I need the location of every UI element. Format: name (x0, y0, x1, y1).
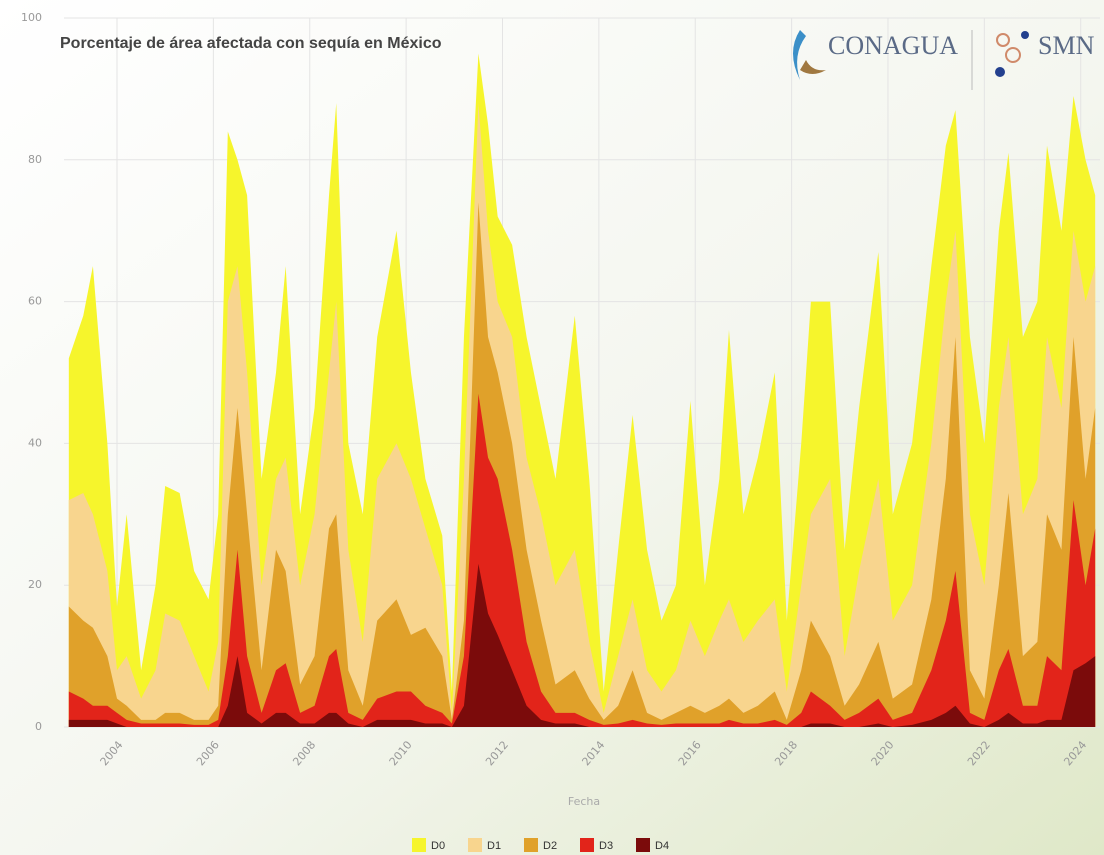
chart-title: Porcentaje de área afectada con sequía e… (60, 35, 442, 52)
logo-text: CONAGUA (828, 31, 958, 60)
y-tick-label: 80 (28, 153, 42, 166)
y-tick-label: 60 (28, 295, 42, 308)
area (68, 202, 1096, 728)
logo-conagua: CONAGUA (793, 30, 973, 90)
logo-icon (800, 60, 826, 74)
y-tick-label: 20 (28, 578, 42, 591)
areas (68, 53, 1096, 728)
legend-label: D4 (655, 840, 669, 852)
legend: D0 D1 D2 D3 D4 (412, 838, 669, 852)
y-tick-label: 40 (28, 436, 42, 449)
logo-icon (995, 67, 1005, 77)
logo-smn: SMN (995, 31, 1095, 77)
logo-icon (996, 33, 1010, 47)
legend-swatch (636, 838, 650, 852)
logo-icon (793, 30, 806, 80)
legend-swatch (580, 838, 594, 852)
legend-swatch (524, 838, 538, 852)
legend-label: D0 (431, 840, 445, 852)
legend-label: D2 (543, 840, 557, 852)
area (68, 393, 1096, 727)
y-tick-label: 100 (21, 11, 42, 24)
y-tick-label: 0 (35, 720, 42, 733)
logo-icon (1021, 31, 1029, 39)
legend-label: D1 (487, 840, 501, 852)
logo-icon (1005, 47, 1021, 63)
legend-swatch (468, 838, 482, 852)
x-axis-label: Fecha (568, 795, 600, 808)
legend-label: D3 (599, 840, 613, 852)
logo-text: SMN (1038, 31, 1095, 60)
legend-swatch (412, 838, 426, 852)
